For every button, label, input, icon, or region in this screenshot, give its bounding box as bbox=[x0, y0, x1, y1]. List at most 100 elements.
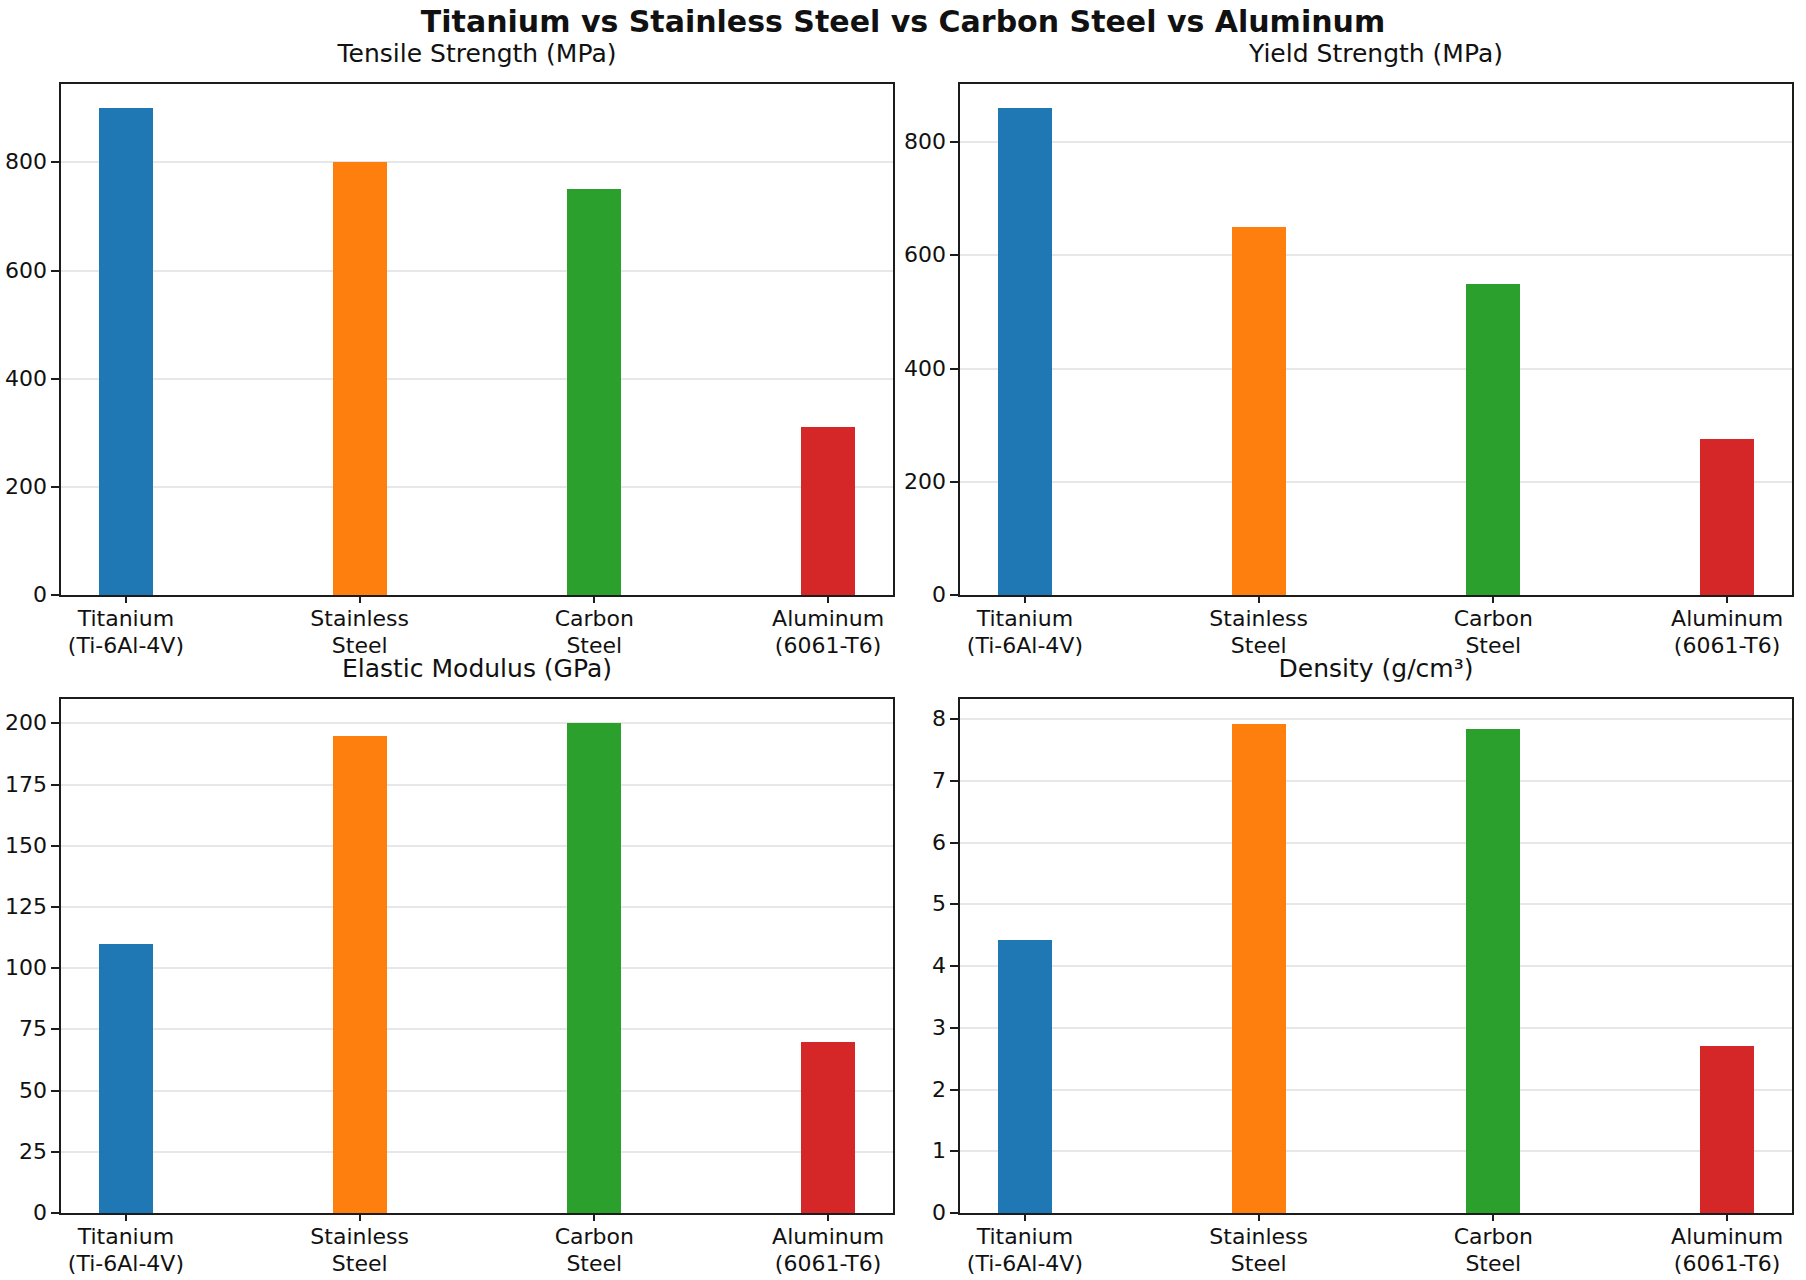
y-tick-label-600: 600 bbox=[0, 258, 47, 284]
x-tick-mark-titanium bbox=[1024, 595, 1026, 603]
y-tick-mark-5 bbox=[950, 903, 958, 905]
x-category-label-carbon: Carbon Steel bbox=[1373, 605, 1613, 659]
x-tick-mark-titanium bbox=[125, 595, 127, 603]
bar-titanium bbox=[99, 108, 153, 595]
y-tick-label-0: 0 bbox=[0, 1200, 47, 1226]
y-tick-label-5: 5 bbox=[876, 891, 946, 917]
y-tick-label-1: 1 bbox=[876, 1138, 946, 1164]
chart-title-tensile-strength: Tensile Strength (MPa) bbox=[59, 38, 895, 70]
y-tick-mark-100 bbox=[51, 967, 59, 969]
bar-titanium bbox=[998, 108, 1052, 595]
x-tick-mark-carbon bbox=[1492, 1213, 1494, 1221]
y-tick-mark-1 bbox=[950, 1150, 958, 1152]
y-tick-label-175: 175 bbox=[0, 772, 47, 798]
bar-aluminum bbox=[1700, 439, 1754, 595]
y-tick-label-6: 6 bbox=[876, 830, 946, 856]
x-category-label-titanium: Titanium (Ti-6Al-4V) bbox=[6, 605, 246, 659]
figure-main-title: Titanium vs Stainless Steel vs Carbon St… bbox=[0, 4, 1806, 39]
gridline-y-200 bbox=[61, 722, 893, 724]
gridline-y-8 bbox=[960, 718, 1792, 720]
plot-area-yield-strength: 0200400600800Titanium (Ti-6Al-4V)Stainle… bbox=[958, 82, 1794, 597]
x-tick-mark-titanium bbox=[1024, 1213, 1026, 1221]
x-category-label-stainless: Stainless Steel bbox=[240, 605, 480, 659]
bar-titanium bbox=[998, 940, 1052, 1213]
y-tick-label-3: 3 bbox=[876, 1015, 946, 1041]
x-category-label-stainless: Stainless Steel bbox=[1139, 1223, 1379, 1277]
gridline-y-800 bbox=[61, 161, 893, 163]
y-tick-mark-0 bbox=[950, 1212, 958, 1214]
y-tick-label-800: 800 bbox=[0, 149, 47, 175]
y-tick-mark-200 bbox=[950, 481, 958, 483]
y-tick-mark-800 bbox=[950, 141, 958, 143]
y-tick-label-400: 400 bbox=[0, 366, 47, 392]
y-tick-label-75: 75 bbox=[0, 1016, 47, 1042]
bar-carbon bbox=[1466, 729, 1520, 1213]
y-tick-label-8: 8 bbox=[876, 706, 946, 732]
gridline-y-5 bbox=[960, 903, 1792, 905]
x-tick-mark-stainless bbox=[1258, 1213, 1260, 1221]
bar-carbon bbox=[567, 189, 621, 595]
y-tick-mark-150 bbox=[51, 845, 59, 847]
bar-stainless bbox=[333, 736, 387, 1213]
x-category-label-titanium: Titanium (Ti-6Al-4V) bbox=[905, 605, 1145, 659]
x-tick-mark-carbon bbox=[1492, 595, 1494, 603]
y-tick-mark-25 bbox=[51, 1151, 59, 1153]
bar-stainless bbox=[1232, 227, 1286, 595]
x-tick-mark-aluminum bbox=[827, 595, 829, 603]
y-tick-label-100: 100 bbox=[0, 955, 47, 981]
y-tick-mark-8 bbox=[950, 718, 958, 720]
x-tick-mark-stainless bbox=[359, 595, 361, 603]
gridline-y-3 bbox=[960, 1027, 1792, 1029]
plot-area-elastic-modulus: 0255075100125150175200Titanium (Ti-6Al-4… bbox=[59, 697, 895, 1215]
y-tick-label-7: 7 bbox=[876, 768, 946, 794]
bar-carbon bbox=[1466, 284, 1520, 595]
gridline-y-7 bbox=[960, 780, 1792, 782]
y-tick-mark-0 bbox=[950, 594, 958, 596]
y-tick-mark-600 bbox=[51, 270, 59, 272]
x-category-label-titanium: Titanium (Ti-6Al-4V) bbox=[905, 1223, 1145, 1277]
y-tick-label-4: 4 bbox=[876, 953, 946, 979]
x-tick-mark-aluminum bbox=[1726, 595, 1728, 603]
x-tick-mark-titanium bbox=[125, 1213, 127, 1221]
y-tick-mark-3 bbox=[950, 1027, 958, 1029]
y-tick-label-600: 600 bbox=[876, 242, 946, 268]
gridline-y-600 bbox=[960, 254, 1792, 256]
gridline-y-125 bbox=[61, 906, 893, 908]
y-tick-mark-175 bbox=[51, 784, 59, 786]
x-category-label-titanium: Titanium (Ti-6Al-4V) bbox=[6, 1223, 246, 1277]
gridline-y-1 bbox=[960, 1150, 1792, 1152]
chart-title-yield-strength: Yield Strength (MPa) bbox=[958, 38, 1794, 70]
y-tick-label-200: 200 bbox=[876, 469, 946, 495]
plot-area-density: 012345678Titanium (Ti-6Al-4V)Stainless S… bbox=[958, 697, 1794, 1215]
y-tick-mark-50 bbox=[51, 1090, 59, 1092]
bar-stainless bbox=[1232, 724, 1286, 1213]
x-category-label-stainless: Stainless Steel bbox=[240, 1223, 480, 1277]
gridline-y-25 bbox=[61, 1151, 893, 1153]
gridline-y-800 bbox=[960, 141, 1792, 143]
bar-titanium bbox=[99, 944, 153, 1213]
y-tick-mark-125 bbox=[51, 906, 59, 908]
x-category-label-aluminum: Aluminum (6061-T6) bbox=[1607, 605, 1806, 659]
gridline-y-4 bbox=[960, 965, 1792, 967]
y-tick-mark-6 bbox=[950, 842, 958, 844]
x-category-label-carbon: Carbon Steel bbox=[1373, 1223, 1613, 1277]
plot-area-tensile-strength: 0200400600800Titanium (Ti-6Al-4V)Stainle… bbox=[59, 82, 895, 597]
gridline-y-50 bbox=[61, 1090, 893, 1092]
y-tick-label-200: 200 bbox=[0, 474, 47, 500]
x-tick-mark-aluminum bbox=[827, 1213, 829, 1221]
x-tick-mark-carbon bbox=[593, 1213, 595, 1221]
y-tick-label-800: 800 bbox=[876, 129, 946, 155]
gridline-y-75 bbox=[61, 1028, 893, 1030]
gridline-y-150 bbox=[61, 845, 893, 847]
y-tick-label-25: 25 bbox=[0, 1139, 47, 1165]
y-tick-mark-7 bbox=[950, 780, 958, 782]
chart-title-density: Density (g/cm³) bbox=[958, 653, 1794, 685]
chart-title-elastic-modulus: Elastic Modulus (GPa) bbox=[59, 653, 895, 685]
gridline-y-100 bbox=[61, 967, 893, 969]
y-tick-mark-2 bbox=[950, 1089, 958, 1091]
y-tick-label-400: 400 bbox=[876, 356, 946, 382]
x-tick-mark-stainless bbox=[359, 1213, 361, 1221]
y-tick-label-125: 125 bbox=[0, 894, 47, 920]
y-tick-label-0: 0 bbox=[876, 1200, 946, 1226]
y-tick-mark-200 bbox=[51, 722, 59, 724]
